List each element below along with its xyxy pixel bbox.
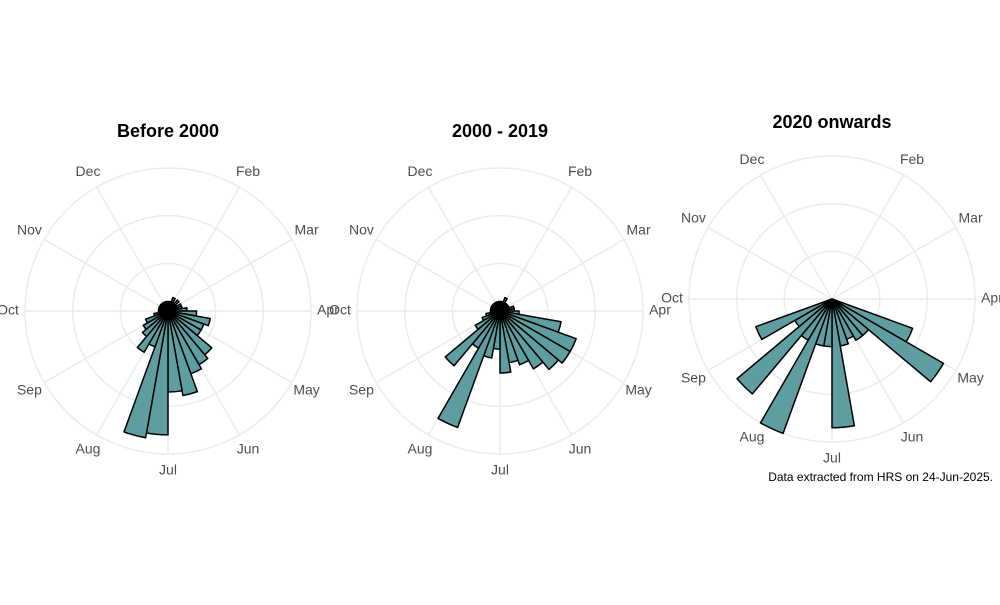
- month-label: Sep: [17, 382, 42, 398]
- month-label: Jun: [901, 428, 924, 444]
- grid-spoke: [167, 186, 241, 312]
- polar-panel: 2000 - 2019 Feb Mar Apr May Jun Jul Aug Sep Oct No…: [329, 121, 671, 478]
- bar: [165, 300, 169, 312]
- grid-spoke: [95, 186, 169, 312]
- bar: [499, 310, 560, 371]
- bar: [444, 310, 501, 367]
- bar: [497, 300, 501, 312]
- bar: [499, 310, 512, 374]
- bar: [142, 310, 169, 331]
- month-label: Dec: [740, 151, 765, 167]
- month-label: Jul: [823, 450, 841, 466]
- bar: [759, 298, 833, 435]
- grid-spoke: [759, 174, 833, 300]
- month-label: Jul: [491, 462, 509, 478]
- grid-spoke: [499, 238, 625, 312]
- bar: [499, 310, 544, 370]
- chart-title: 2000 - 2019: [452, 121, 548, 141]
- grid-spoke: [427, 186, 501, 312]
- bar: [136, 310, 169, 354]
- month-label: Mar: [627, 222, 651, 238]
- bar: [141, 310, 169, 338]
- month-label: Apr: [317, 302, 339, 318]
- bar: [167, 310, 199, 397]
- month-label: Oct: [661, 290, 683, 306]
- month-label: Oct: [329, 302, 351, 318]
- bar: [831, 298, 856, 429]
- month-label: May: [957, 370, 983, 386]
- bar: [831, 298, 945, 383]
- month-label: Oct: [0, 302, 19, 318]
- grid-spoke: [375, 238, 501, 312]
- month-label: Nov: [681, 210, 706, 226]
- grid-spoke: [43, 238, 169, 312]
- grid-spoke: [707, 226, 833, 300]
- grid-spoke: [831, 226, 957, 300]
- month-label: Aug: [76, 440, 101, 456]
- month-label: Jul: [159, 462, 177, 478]
- month-label: Nov: [17, 222, 42, 238]
- month-label: Nov: [349, 222, 374, 238]
- month-label: May: [625, 382, 651, 398]
- grid-spoke: [167, 238, 293, 312]
- chart-title: Before 2000: [117, 121, 219, 141]
- grid-spoke: [499, 186, 573, 312]
- grid-spoke: [831, 174, 905, 300]
- bar: [755, 298, 833, 341]
- polar-panel: Before 2000 Feb Mar Apr May Jun Jul Aug Sep Oct No…: [0, 121, 339, 478]
- month-label: Sep: [681, 370, 706, 386]
- month-label: Dec: [408, 163, 433, 179]
- month-label: Mar: [295, 222, 319, 238]
- month-label: Jun: [569, 440, 592, 456]
- month-label: Apr: [649, 302, 671, 318]
- month-label: Feb: [568, 163, 592, 179]
- bar: [474, 310, 501, 331]
- month-label: Apr: [981, 290, 1000, 306]
- bar: [499, 310, 530, 366]
- month-label: Mar: [959, 210, 983, 226]
- month-label: Aug: [740, 428, 765, 444]
- bar: [736, 298, 833, 395]
- month-label: Dec: [76, 163, 101, 179]
- month-label: May: [293, 382, 319, 398]
- bar: [437, 310, 501, 429]
- month-label: Feb: [236, 163, 260, 179]
- bar: [499, 310, 571, 364]
- caption: Data extracted from HRS on 24-Jun-2025.: [768, 470, 993, 484]
- chart-title: 2020 onwards: [772, 112, 891, 132]
- month-label: Feb: [900, 151, 924, 167]
- bar: [831, 298, 864, 342]
- bar: [144, 310, 169, 324]
- month-label: Aug: [408, 440, 433, 456]
- polar-panel: 2020 onwards Feb Mar Apr May Jun Jul Aug Sep Oct N…: [661, 112, 1000, 466]
- month-label: Jun: [237, 440, 260, 456]
- month-label: Sep: [349, 382, 374, 398]
